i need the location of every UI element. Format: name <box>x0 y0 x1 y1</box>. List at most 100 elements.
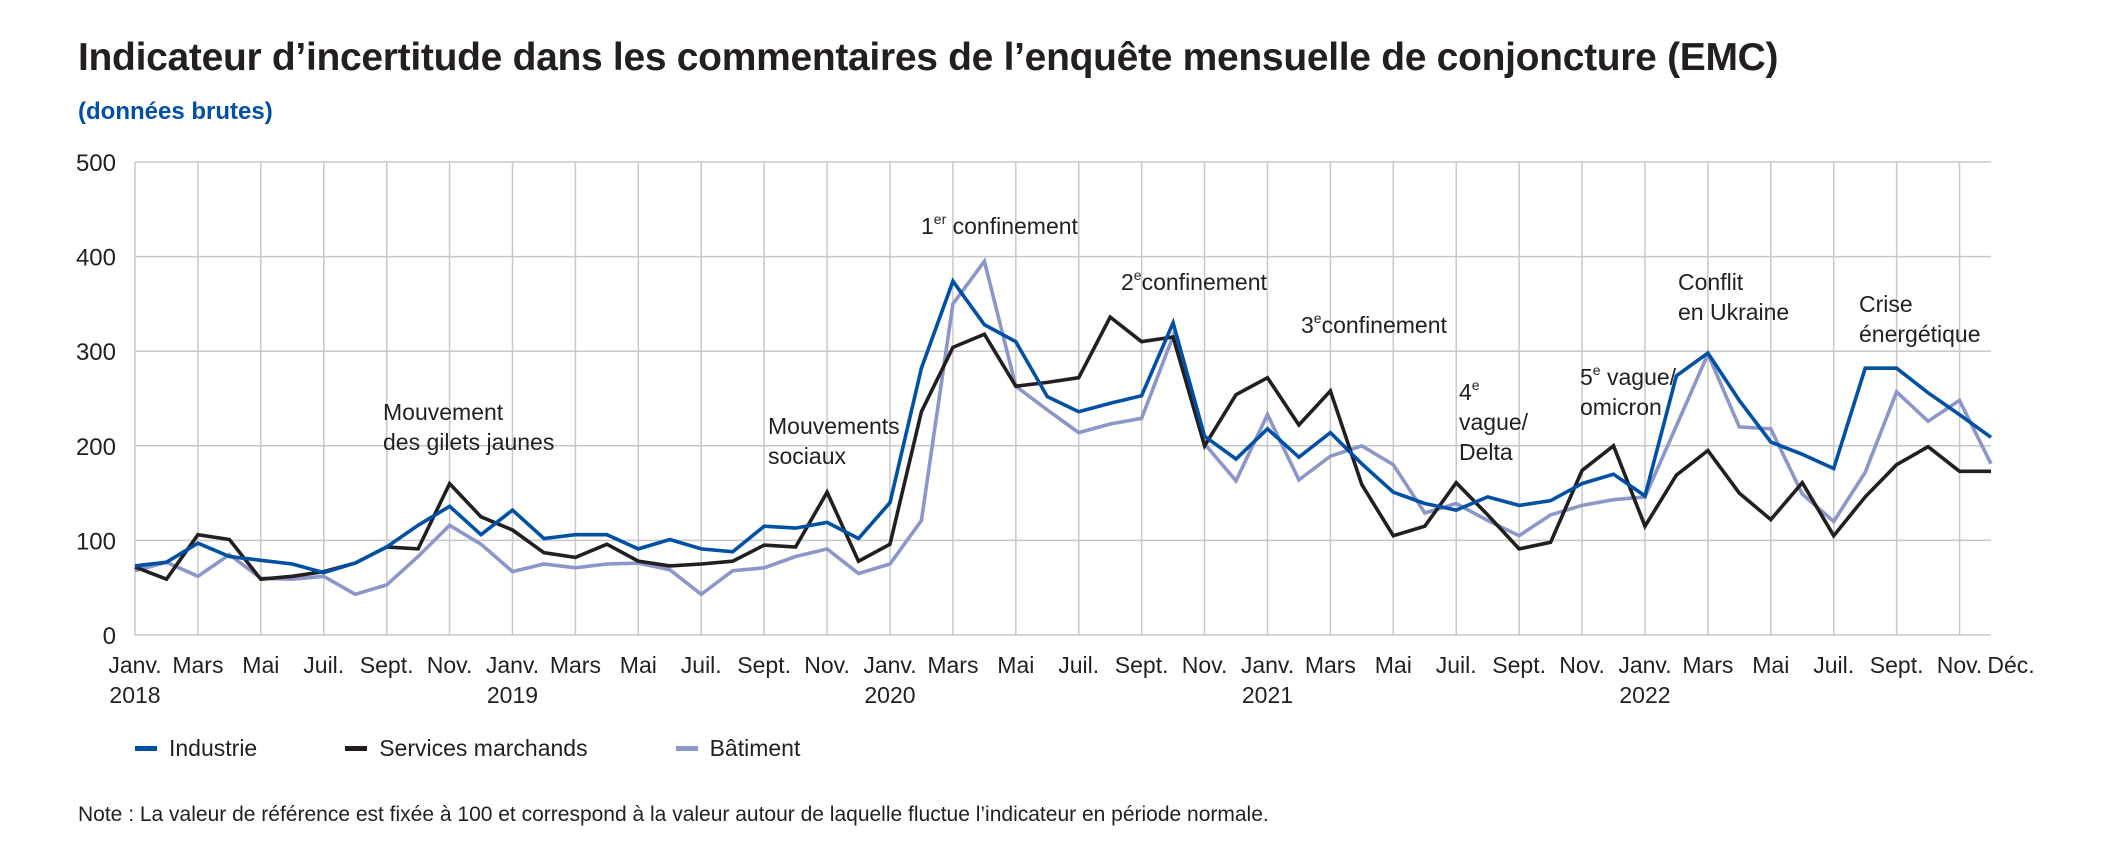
annotation-text: 5e vague/ <box>1580 362 1677 390</box>
legend-label: Industrie <box>169 735 258 761</box>
x-tick-label: Janv. <box>486 652 539 678</box>
y-axis-ticks: 0 100 200 300 400 500 <box>76 150 116 650</box>
legend-swatch <box>675 746 698 751</box>
legend-item-batiment: Bâtiment <box>675 735 800 762</box>
y-tick-label: 100 <box>76 528 116 555</box>
x-tick-label: Juil. <box>681 652 722 678</box>
x-tick-label: Mai <box>997 652 1034 678</box>
annotation-superscript: e <box>1134 267 1142 283</box>
x-tick-label: Nov. <box>1937 652 1983 678</box>
chart-title: Indicateur d’incertitude dans les commen… <box>78 36 1779 79</box>
annotation-text: Mouvements <box>768 413 900 439</box>
x-tick-year: 2021 <box>1242 682 1293 708</box>
annotation-text: 2econfinement <box>1121 267 1268 295</box>
x-tick-year: 2022 <box>1619 682 1670 708</box>
x-tick-label: Déc. <box>1987 652 2034 678</box>
x-tick-label: Janv. <box>1618 652 1671 678</box>
annotation-text: Delta <box>1459 439 1513 465</box>
annotation: 5e vague/omicron <box>1580 362 1677 420</box>
x-tick-label: Mars <box>1305 652 1356 678</box>
x-tick-label: Nov. <box>1182 652 1228 678</box>
annotation-text: des gilets jaunes <box>383 429 554 455</box>
legend-swatch <box>345 746 368 751</box>
x-tick-label: Sept. <box>360 652 414 678</box>
annotation: 3econfinement <box>1301 310 1448 338</box>
x-tick-label: Juil. <box>303 652 344 678</box>
x-tick-label: Sept. <box>1870 652 1924 678</box>
annotation: Mouvements sociaux <box>768 413 900 469</box>
annotation-rest: confinement <box>1142 269 1268 295</box>
x-tick-label: Sept. <box>1115 652 1169 678</box>
y-tick-label: 300 <box>76 339 116 366</box>
annotation: Mouvement des gilets jaunes <box>383 399 554 455</box>
annotation: Conflit en Ukraine <box>1678 269 1789 325</box>
x-tick-label: Mai <box>1375 652 1412 678</box>
annotation-superscript: e <box>1314 310 1322 326</box>
x-tick-label: Mars <box>1682 652 1733 678</box>
x-tick-label: Janv. <box>1241 652 1294 678</box>
series-lines <box>134 257 1993 597</box>
y-tick-label: 200 <box>76 434 116 461</box>
x-tick-label: Mars <box>550 652 601 678</box>
annotation-text: omicron <box>1580 394 1662 420</box>
annotation-number: 1 <box>921 213 934 239</box>
x-tick-label: Janv. <box>108 652 161 678</box>
annotation-text: 3econfinement <box>1301 310 1448 338</box>
series-line-bâtiment <box>134 257 1993 597</box>
annotation-text: énergétique <box>1859 321 1981 347</box>
annotation-text: Conflit <box>1678 269 1744 295</box>
annotation-text: Mouvement <box>383 399 504 425</box>
x-tick-label: Juil. <box>1813 652 1854 678</box>
annotation-text: Crise <box>1859 291 1913 317</box>
footnote: Note : La valeur de référence est fixée … <box>78 803 1269 826</box>
legend-label: Services marchands <box>379 735 588 761</box>
x-tick-year: 2019 <box>487 682 538 708</box>
x-tick-label: Juil. <box>1058 652 1099 678</box>
annotation-number: 5 <box>1580 364 1593 390</box>
annotation-text: sociaux <box>768 443 846 469</box>
legend-item-industrie: Industrie <box>135 735 257 762</box>
series-line-services-marchands <box>134 314 1991 582</box>
x-tick-label: Nov. <box>427 652 473 678</box>
x-tick-label: Nov. <box>804 652 850 678</box>
gridlines <box>134 161 1991 636</box>
annotation-number: 2 <box>1121 269 1134 295</box>
x-tick-label: Sept. <box>737 652 791 678</box>
annotation-number: 3 <box>1301 312 1314 338</box>
annotations: Mouvement des gilets jaunes Mouvements soci… <box>383 211 1981 469</box>
x-tick-label: Mai <box>620 652 657 678</box>
chart-subtitle: (données brutes) <box>78 98 273 125</box>
annotation-number: 4 <box>1459 379 1472 405</box>
legend-item-services-marchands: Services marchands <box>345 735 588 762</box>
annotation: 1er confinement <box>921 211 1079 239</box>
x-tick-label: Juil. <box>1436 652 1477 678</box>
legend-swatch <box>135 746 157 751</box>
annotation-text: vague/ <box>1459 409 1529 435</box>
x-tick-label: Nov. <box>1559 652 1605 678</box>
annotation-text: en Ukraine <box>1678 299 1789 325</box>
y-tick-label: 0 <box>103 623 116 650</box>
x-tick-year: 2018 <box>109 682 160 708</box>
y-tick-label: 400 <box>76 245 116 272</box>
annotation-superscript: er <box>934 211 947 227</box>
x-axis-ticks: Janv. 2018 Mars Mai Juil. Sept. Nov. Janv. 2019 M… <box>108 652 2034 708</box>
annotation-rest: confinement <box>1322 312 1448 338</box>
x-tick-label: Mars <box>927 652 978 678</box>
annotation-superscript: e <box>1472 377 1480 393</box>
annotation-text: 4e <box>1459 377 1480 405</box>
y-tick-label: 500 <box>76 150 116 177</box>
annotation: 4e vague/Delta <box>1459 377 1529 465</box>
annotation: 2econfinement <box>1121 267 1268 295</box>
x-tick-label: Janv. <box>863 652 916 678</box>
x-tick-label: Mai <box>242 652 279 678</box>
annotation-text: 1er confinement <box>921 211 1079 239</box>
annotation: Crise énergétique <box>1859 291 1981 347</box>
annotation-rest: vague/ <box>1601 364 1677 390</box>
x-tick-year: 2020 <box>864 682 915 708</box>
annotation-rest: confinement <box>946 213 1078 239</box>
x-tick-label: Sept. <box>1492 652 1546 678</box>
legend: Industrie Services marchands Bâtiment <box>135 735 858 762</box>
x-tick-label: Mars <box>172 652 223 678</box>
annotation-superscript: e <box>1593 362 1601 378</box>
